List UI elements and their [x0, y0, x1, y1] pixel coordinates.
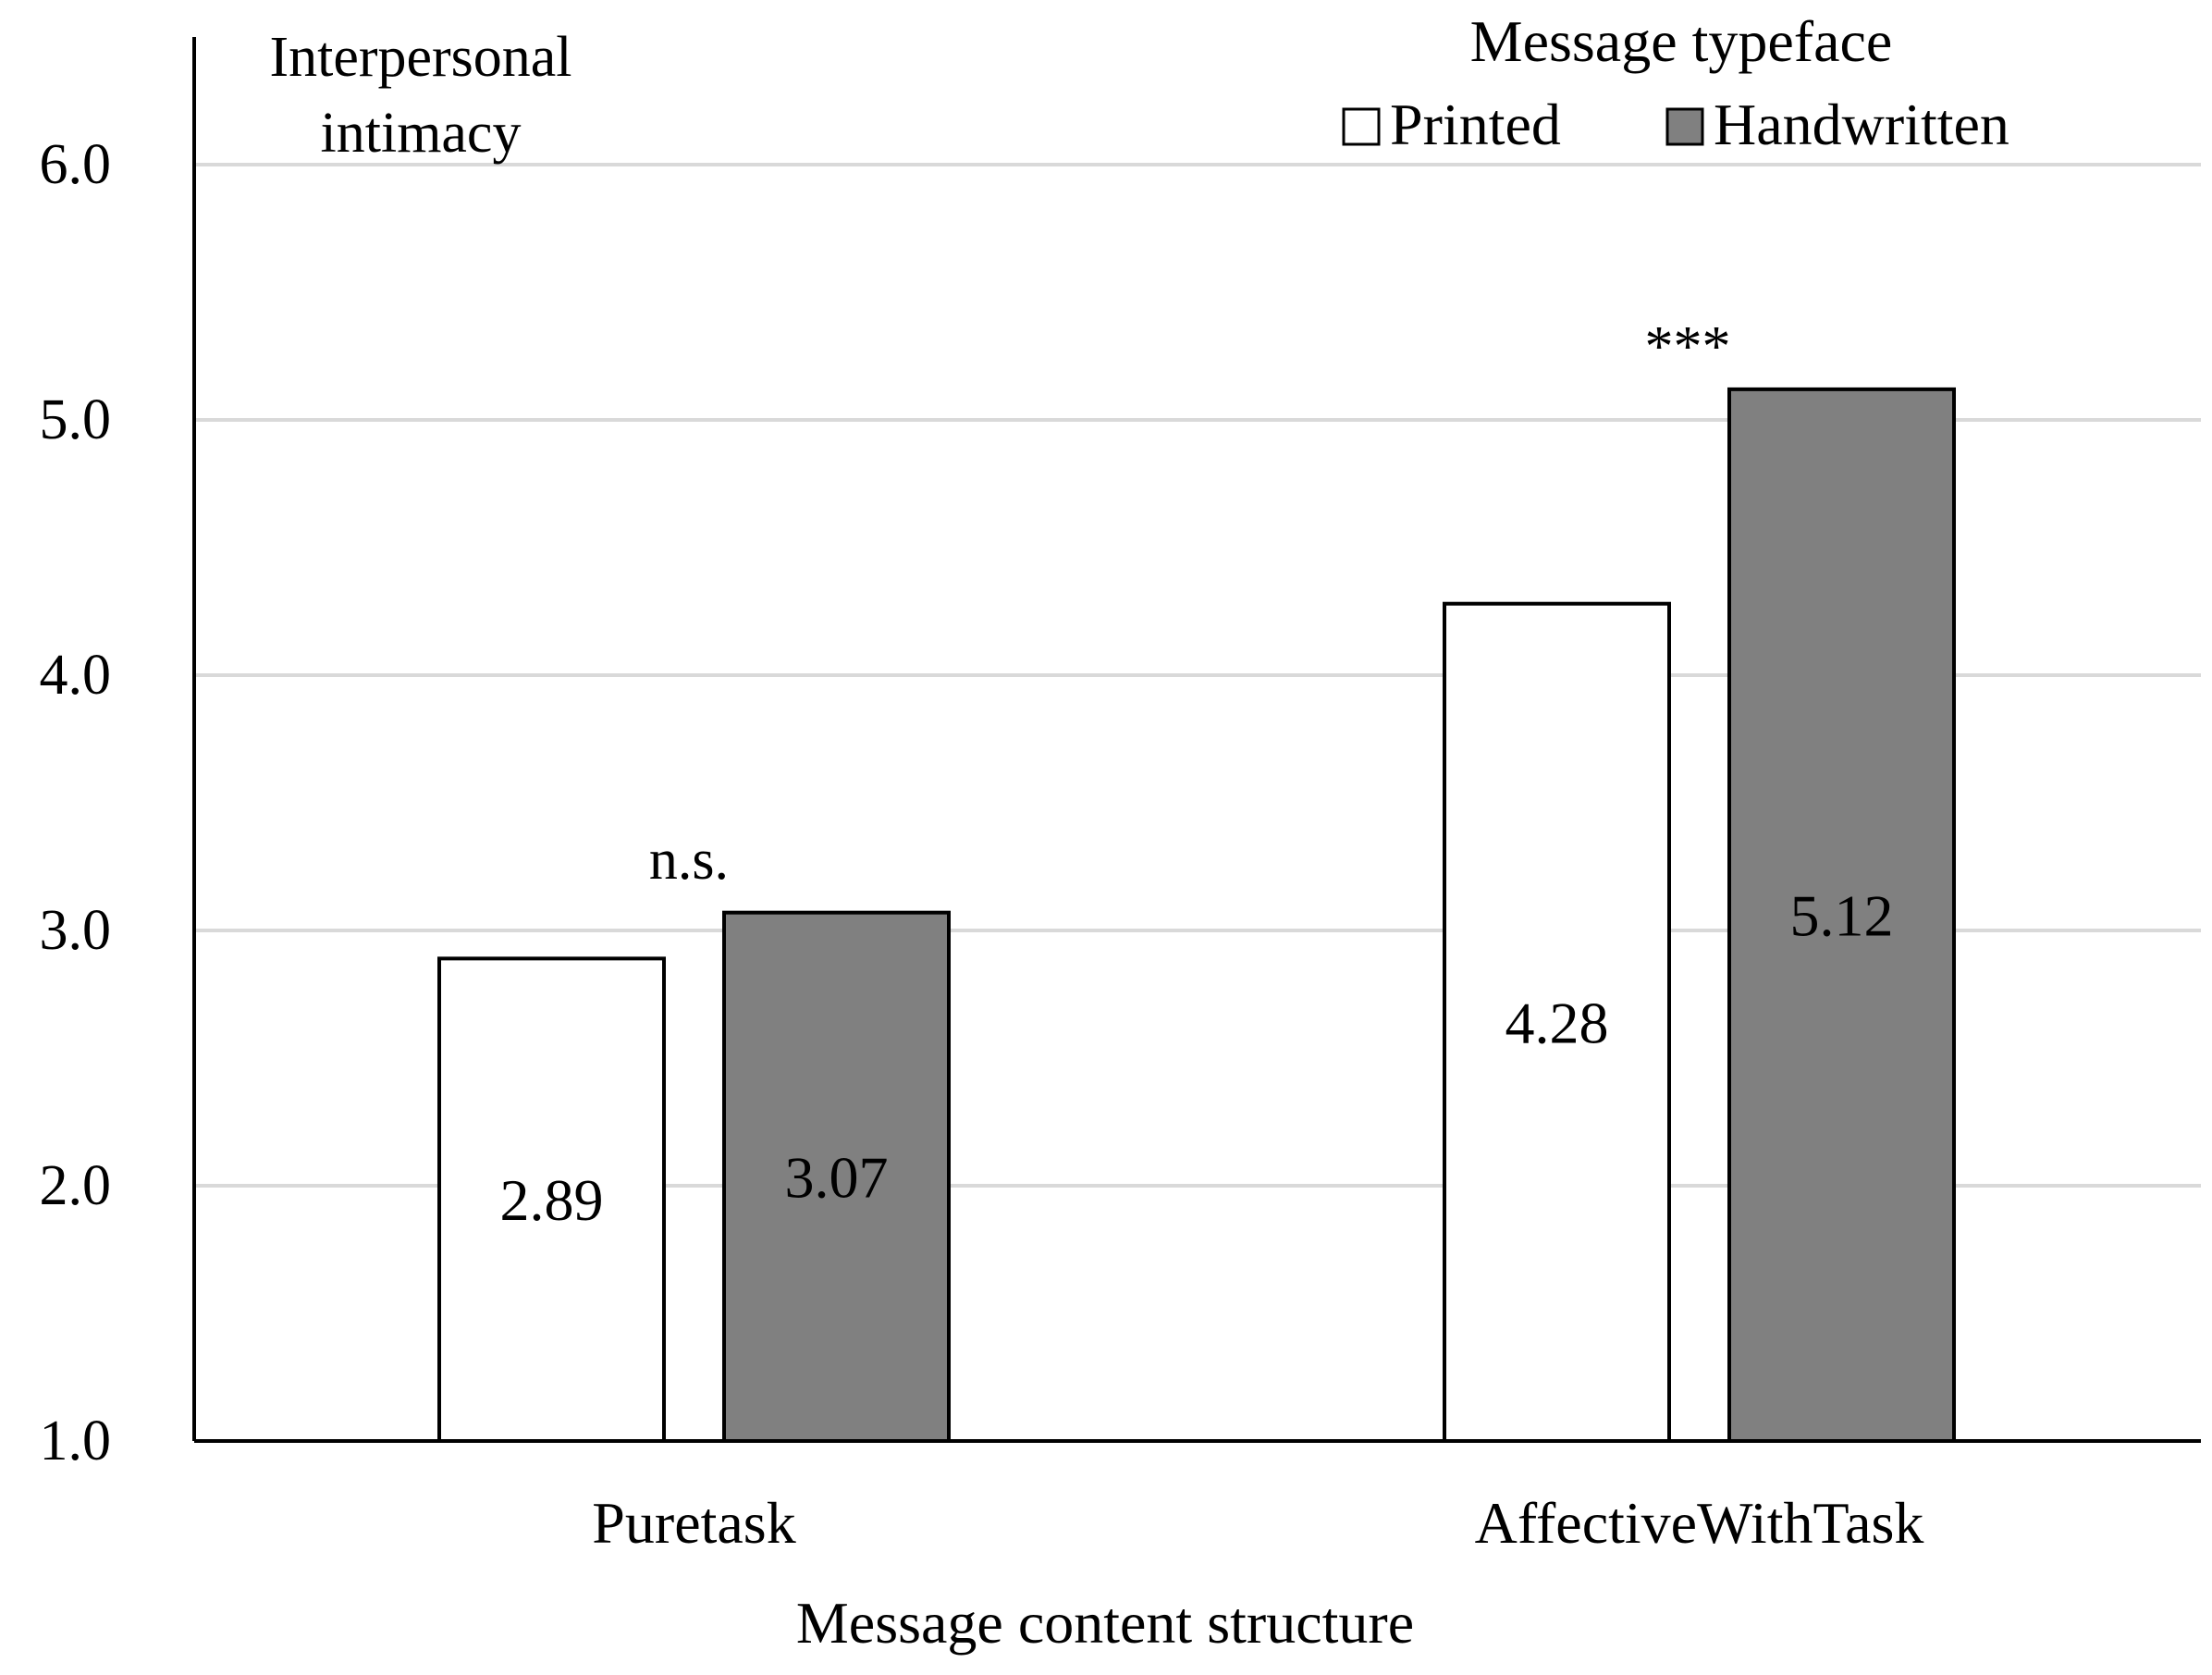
- data-label: 2.89: [500, 1167, 604, 1233]
- legend-label-printed: Printed: [1390, 92, 1561, 157]
- data-label: 5.12: [1790, 882, 1894, 948]
- legend: Message typeface Printed Handwritten: [1342, 8, 2009, 157]
- y-tick-label: 1.0: [40, 1410, 112, 1472]
- y-tick-label: 2.0: [40, 1154, 112, 1217]
- y-tick-label: 5.0: [40, 388, 112, 451]
- axes: [192, 37, 2201, 1443]
- y-axis-label-line: Interpersonal: [269, 26, 571, 89]
- y-tick-label: 3.0: [40, 899, 112, 962]
- x-tick-labels: Puretask AffectiveWithTask: [592, 1490, 1923, 1556]
- data-labels: 2.89 4.28 3.07 5.12: [500, 882, 1894, 1233]
- legend-title: Message typeface: [1470, 8, 1893, 74]
- bar-printed-puretask: [437, 956, 666, 1443]
- significance-annotations: n.s. ***: [649, 315, 1731, 892]
- legend-label-handwritten: Handwritten: [1714, 92, 2009, 157]
- significance-marker: n.s.: [649, 829, 729, 892]
- legend-swatch-handwritten: [1665, 107, 1704, 146]
- significance-marker: ***: [1645, 315, 1731, 378]
- y-tick-label: 6.0: [40, 133, 112, 196]
- legend-swatch-printed: [1342, 107, 1381, 146]
- bars: [437, 387, 1956, 1443]
- y-axis-label-line: intimacy: [321, 102, 522, 165]
- data-label: 4.28: [1505, 990, 1609, 1055]
- y-tick-labels: 1.0 2.0 3.0 4.0 5.0 6.0: [40, 133, 112, 1472]
- data-label: 3.07: [785, 1144, 889, 1210]
- bar-handwritten-puretask: [722, 910, 951, 1443]
- x-axis-label: Message content structure: [796, 1590, 1414, 1656]
- legend-items: Printed Handwritten: [1342, 92, 2009, 157]
- bar-handwritten-affectivewithtask: [1727, 387, 1956, 1443]
- x-tick-label: Puretask: [592, 1490, 795, 1556]
- y-axis-label: Interpersonal intimacy: [269, 26, 571, 165]
- x-tick-label: AffectiveWithTask: [1475, 1490, 1924, 1556]
- y-tick-label: 4.0: [40, 644, 112, 707]
